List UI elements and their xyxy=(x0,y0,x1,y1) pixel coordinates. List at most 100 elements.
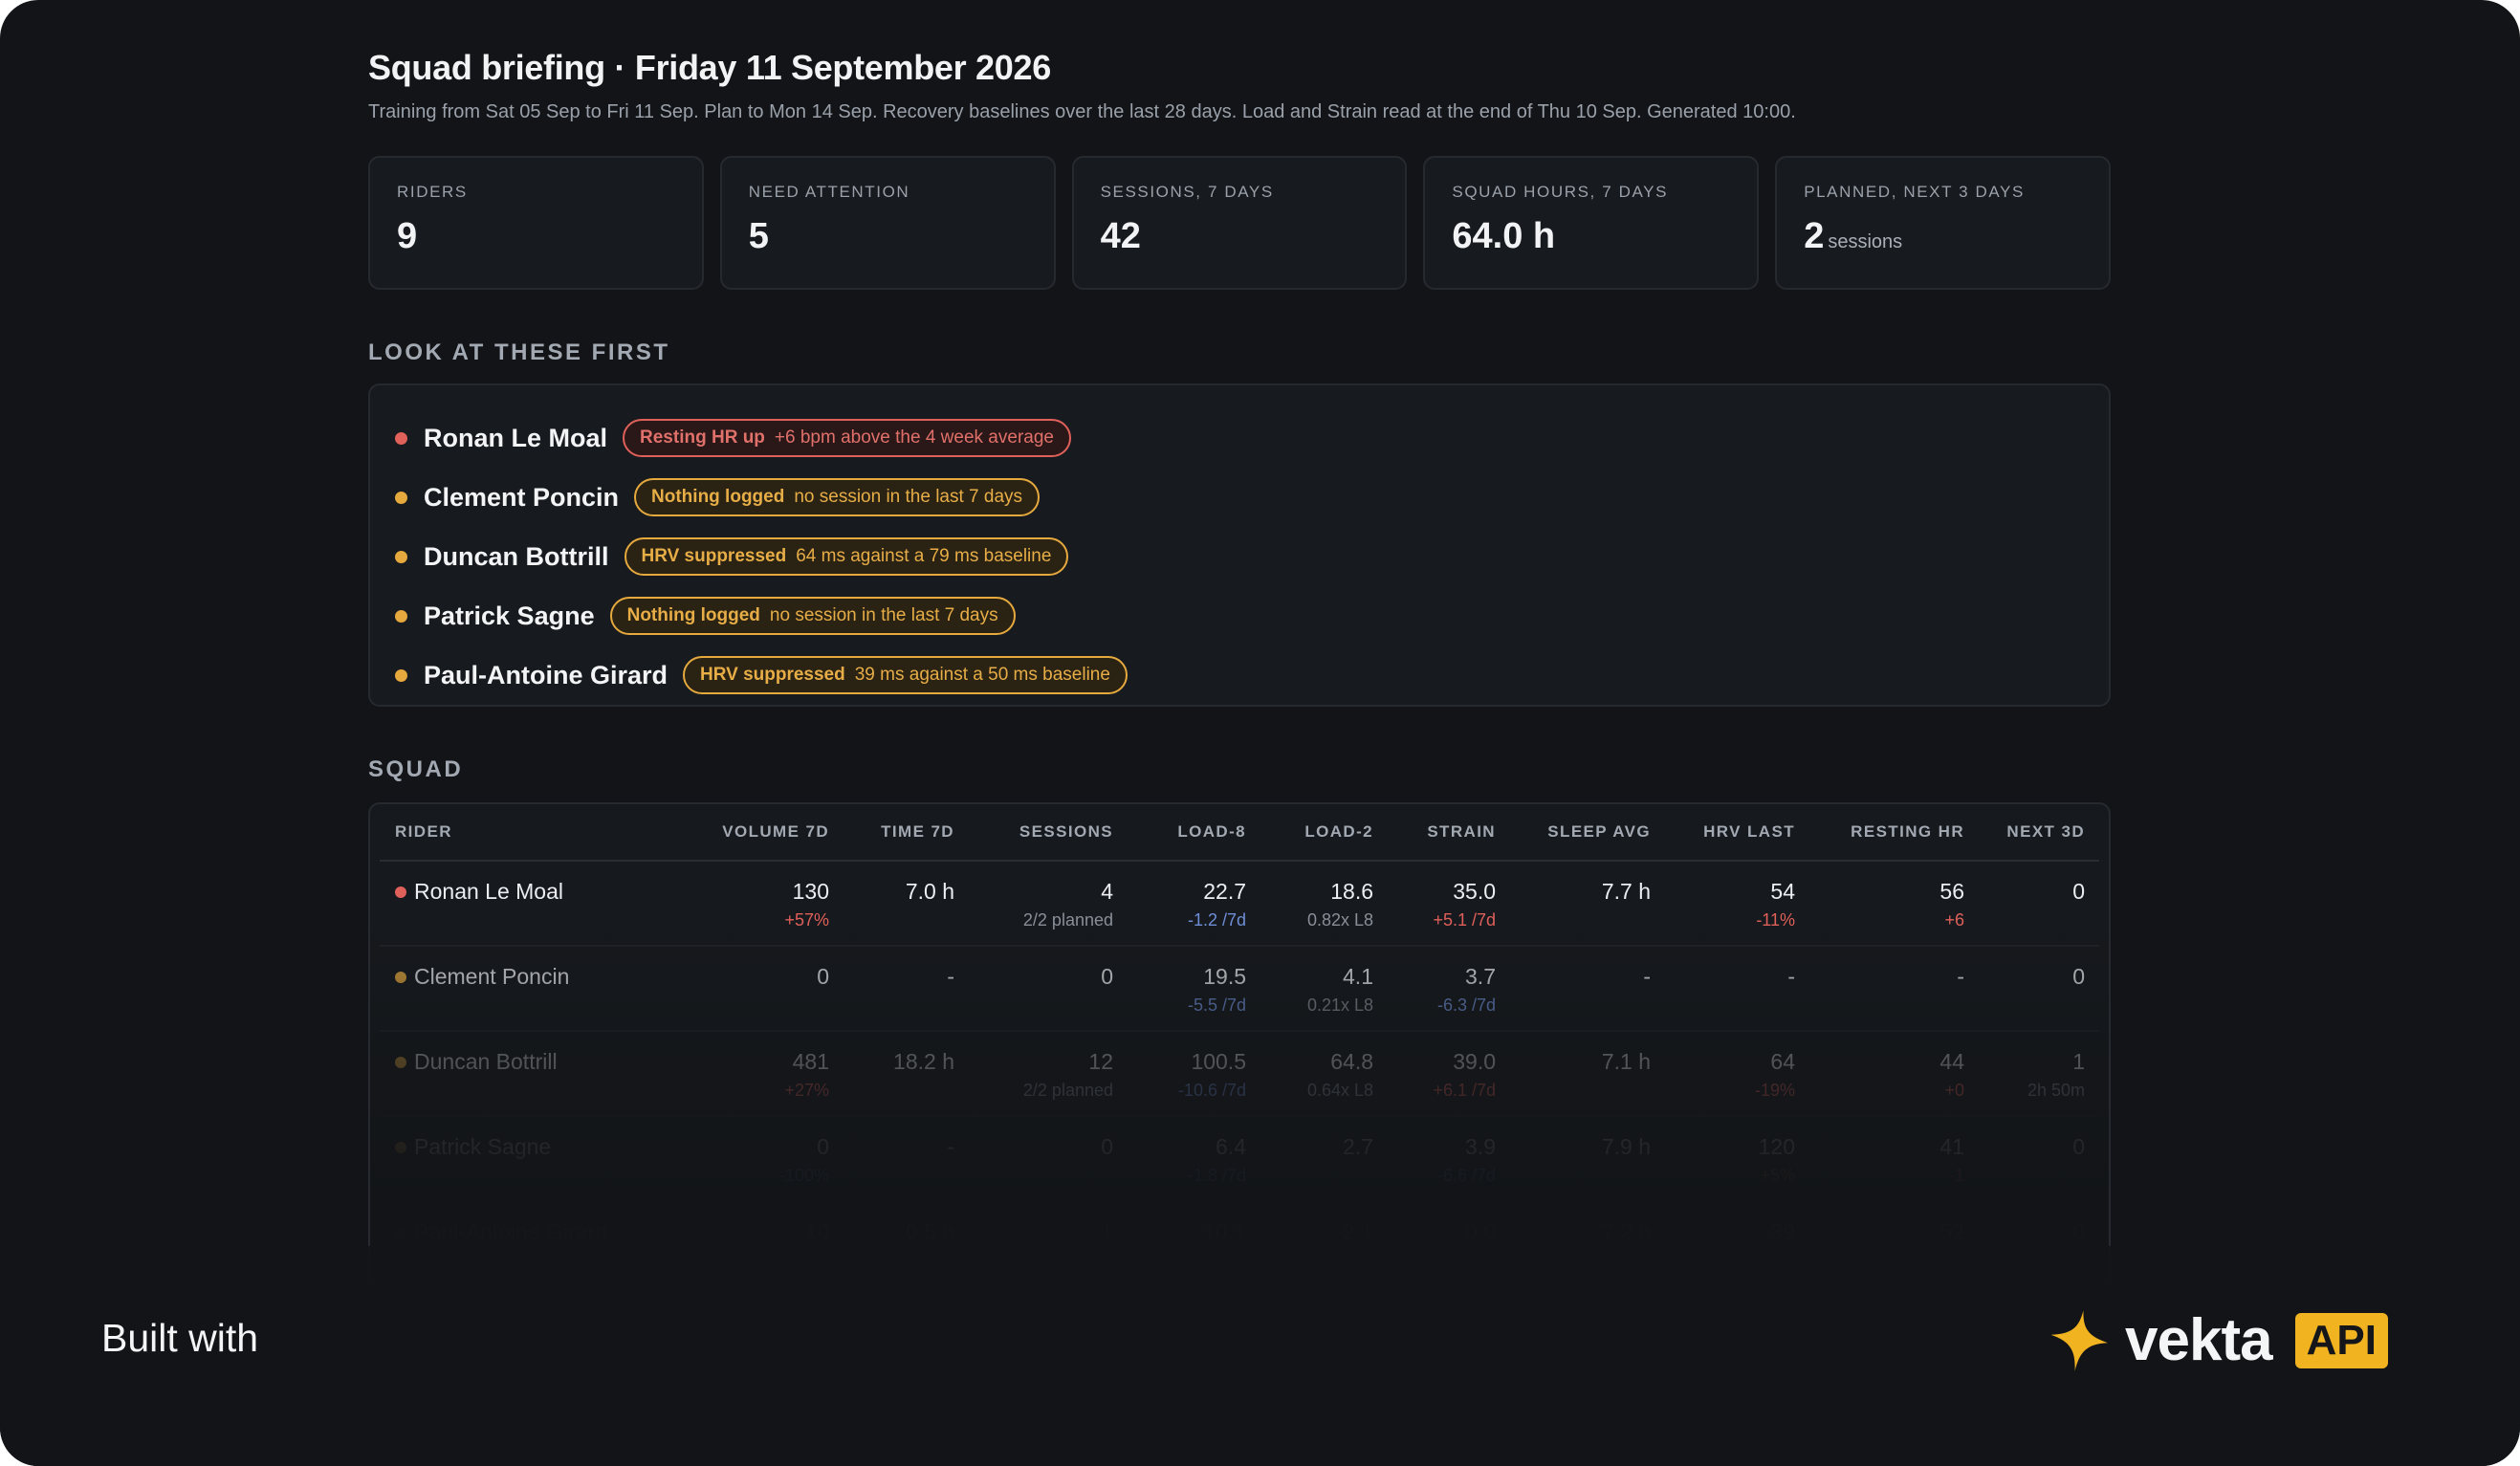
rider-name: Clement Poncin xyxy=(414,964,570,989)
attention-item[interactable]: Paul-Antoine Girard HRV suppressed 39 ms … xyxy=(395,645,2084,705)
cell-time: 7.0 h xyxy=(829,879,954,945)
cell-value: 1 xyxy=(2072,1049,2085,1074)
api-badge: API xyxy=(2294,1313,2388,1368)
column-header-resting-hr[interactable]: RESTING HR xyxy=(1851,822,1964,841)
status-dot xyxy=(395,886,406,898)
cell-time: 18.2 h xyxy=(829,1049,954,1115)
rider-name: Clement Poncin xyxy=(424,482,620,512)
cell-load2: 18.6 0.82x L8 xyxy=(1246,879,1373,945)
cell-volume: 481 +27% xyxy=(667,1049,829,1115)
column-header-rider[interactable]: RIDER xyxy=(395,822,452,841)
column-header-load8[interactable]: LOAD-8 xyxy=(1177,822,1246,841)
stat-need-attention: NEED ATTENTION 5 xyxy=(719,156,1056,290)
cell-subvalue: -1 xyxy=(1948,1166,1964,1185)
column-header-load2[interactable]: LOAD-2 xyxy=(1304,822,1373,841)
column-header-volume[interactable]: VOLUME 7D xyxy=(722,822,829,841)
rider-name: Duncan Bottrill xyxy=(424,541,609,571)
cell-next3d: 0 xyxy=(1964,1134,2098,1200)
alert-tag: Nothing logged xyxy=(626,605,760,625)
status-dot xyxy=(395,1227,406,1238)
cell-subvalue: -19% xyxy=(1754,1081,1795,1100)
alert-pill: Resting HR up +6 bpm above the 4 week ave… xyxy=(623,419,1071,457)
built-with-label: Built with xyxy=(101,1316,259,1360)
cell-value: 18.2 h xyxy=(893,1049,954,1074)
cell-value: 7.2 h xyxy=(1601,1219,1651,1244)
column-header-time[interactable]: TIME 7D xyxy=(881,822,954,841)
cell-subvalue: -11% xyxy=(1756,910,1795,930)
stat-value: 9 xyxy=(397,216,418,256)
column-header-hrv[interactable]: HRV LAST xyxy=(1703,822,1795,841)
cell-sleep: 7.9 h xyxy=(1496,1134,1651,1200)
alert-detail: 64 ms against a 79 ms baseline xyxy=(796,546,1052,566)
cell-subvalue: +0 xyxy=(1944,1081,1964,1100)
cell-value: 22.7 xyxy=(1203,879,1246,904)
table-row[interactable]: Ronan Le Moal 130 +57% 7.0 h 4 2/2 planned 22.… xyxy=(380,862,2099,947)
cell-subvalue: -100% xyxy=(778,1166,829,1185)
cell-value: 10 xyxy=(804,1219,829,1244)
cell-time: - xyxy=(829,1134,954,1200)
attention-item[interactable]: Ronan Le Moal Resting HR up +6 bpm above … xyxy=(395,408,2084,468)
column-header-sessions[interactable]: SESSIONS xyxy=(1019,822,1113,841)
cell-value: 41 xyxy=(1939,1134,1964,1159)
logo-word: vekta xyxy=(2125,1307,2273,1373)
cell-subvalue: 2/2 planned xyxy=(1022,1081,1113,1100)
cell-value: 52 xyxy=(1939,1219,1964,1244)
cell-subvalue: +27% xyxy=(784,1081,829,1100)
cell-hrv: 54 -11% xyxy=(1651,879,1795,945)
cell-subvalue: +5.1 /7d xyxy=(1433,910,1496,930)
cell-load8: 22.7 -1.2 /7d xyxy=(1113,879,1246,945)
stat-label: NEED ATTENTION xyxy=(748,183,910,201)
alert-tag: Resting HR up xyxy=(640,427,765,448)
stat-label: SQUAD HOURS, 7 DAYS xyxy=(1452,183,1669,201)
cell-value: 100.5 xyxy=(1191,1049,1246,1074)
cell-load8: 100.5 -10.6 /7d xyxy=(1113,1049,1246,1115)
table-row[interactable]: Clement Poncin 0 - 0 19.5 -5.5 /7d 4.1 0.21x L8… xyxy=(380,947,2099,1032)
alert-detail: no session in the last 7 days xyxy=(794,487,1023,507)
cell-next3d: 0 xyxy=(1964,879,2098,945)
cell-load8: 6.4 -1.8 /7d xyxy=(1113,1134,1246,1200)
alert-pill: Nothing logged no session in the last 7 d… xyxy=(609,597,1016,635)
cell-value: 1 xyxy=(1101,1219,1113,1244)
cell-subvalue: +5% xyxy=(1760,1166,1795,1185)
attention-item[interactable]: Duncan Bottrill HRV suppressed 64 ms agai… xyxy=(395,527,2084,586)
cell-subvalue: 2h 50m xyxy=(2027,1081,2085,1100)
rider-name: Ronan Le Moal xyxy=(424,423,608,452)
cell-value: 3.7 xyxy=(1465,964,1496,989)
severity-dot xyxy=(395,609,407,623)
attention-item[interactable]: Patrick Sagne Nothing logged no session i… xyxy=(395,586,2084,645)
cell-value: 2.1 xyxy=(1343,1219,1373,1244)
stat-label: SESSIONS, 7 DAYS xyxy=(1100,183,1274,201)
cell-time: - xyxy=(829,964,954,1030)
cell-hrv: 120 +5% xyxy=(1651,1134,1795,1200)
cell-load8: 19.5 -5.5 /7d xyxy=(1113,964,1246,1030)
footer-band xyxy=(0,1246,2520,1466)
column-header-strain[interactable]: STRAIN xyxy=(1427,822,1496,841)
table-body: Ronan Le Moal 130 +57% 7.0 h 4 2/2 planned 22.… xyxy=(380,862,2099,1287)
alert-tag: HRV suppressed xyxy=(700,665,845,685)
column-header-next3d[interactable]: NEXT 3D xyxy=(2006,822,2085,841)
attention-item[interactable]: Clement Poncin Nothing logged no session … xyxy=(395,468,2084,527)
cell-subvalue: -1.2 /7d xyxy=(1187,910,1246,930)
column-header-sleep[interactable]: SLEEP AVG xyxy=(1547,822,1651,841)
stat-cards: RIDERS 9 NEED ATTENTION 5 SESSIONS, 7 DA… xyxy=(368,156,2111,290)
cell-value: 7.0 h xyxy=(905,879,954,904)
alert-pill: HRV suppressed 64 ms against a 79 ms base… xyxy=(624,537,1069,576)
cell-value: 0 xyxy=(1101,1134,1113,1159)
rider-name: Patrick Sagne xyxy=(414,1134,552,1159)
stat-value: 42 xyxy=(1100,216,1141,256)
vekta-logo: vekta API xyxy=(2045,1306,2388,1375)
cell-sessions: 0 xyxy=(954,964,1113,1030)
alert-detail: +6 bpm above the 4 week average xyxy=(774,427,1054,448)
cell-value: 39 xyxy=(1770,1219,1795,1244)
cell-rider: Clement Poncin xyxy=(380,964,667,1030)
cell-value: 7.9 h xyxy=(1601,1134,1651,1159)
page-title: Squad briefing · Friday 11 September 202… xyxy=(368,48,1051,87)
cell-rider: Ronan Le Moal xyxy=(380,879,667,945)
cell-value: 0 xyxy=(2072,1219,2085,1244)
status-dot xyxy=(395,972,406,983)
table-row[interactable]: Patrick Sagne 0 -100% - 0 6.4 -1.8 /7d 2.7 3.9 -6… xyxy=(380,1117,2099,1202)
table-row[interactable]: Duncan Bottrill 481 +27% 18.2 h 12 2/2 planne… xyxy=(380,1032,2099,1117)
cell-rider: Patrick Sagne xyxy=(380,1134,667,1200)
cell-value: 0.0 xyxy=(1465,1219,1496,1244)
stat-squad-hours: SQUAD HOURS, 7 DAYS 64.0 h xyxy=(1423,156,1760,290)
